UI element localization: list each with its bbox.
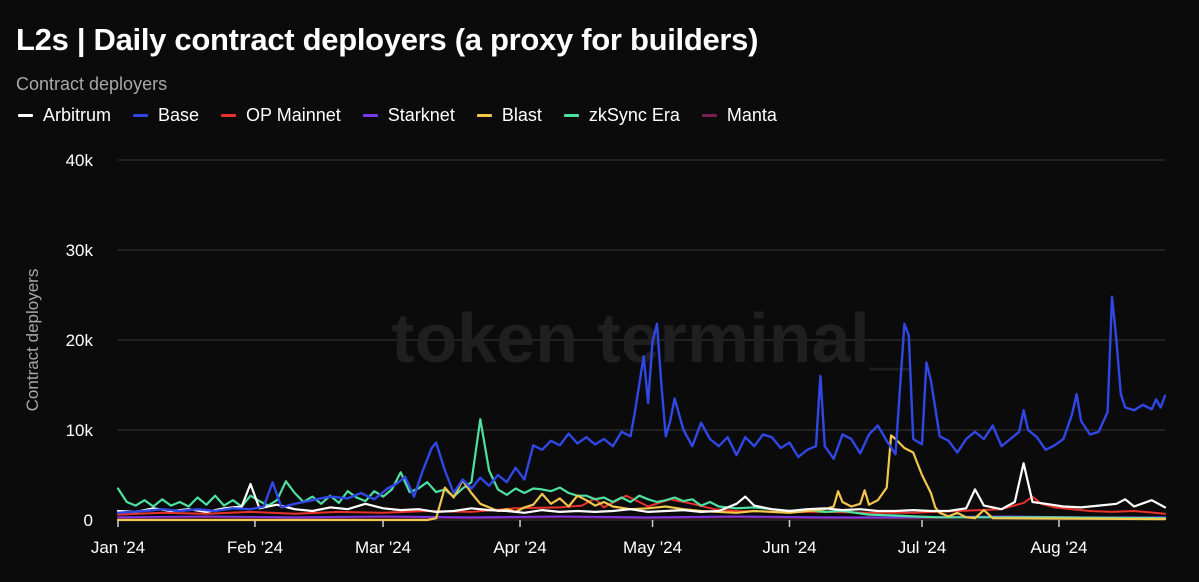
legend-label: zkSync Era: [588, 105, 680, 125]
y-axis-ticks: 0 10k 20k 30k 40k: [66, 151, 94, 530]
legend-label: Arbitrum: [43, 105, 112, 125]
series-line-arbitrum: [116, 462, 1167, 514]
legend-swatch: [701, 114, 717, 117]
legend-label: Blast: [501, 105, 542, 125]
x-tick-label: Apr '24: [493, 538, 546, 557]
y-tick-label: 10k: [66, 421, 94, 440]
y-tick-label: 20k: [66, 331, 94, 350]
chart-title: L2s | Daily contract deployers (a proxy …: [16, 22, 759, 57]
legend-item-op-mainnet[interactable]: OP Mainnet: [221, 105, 341, 126]
chart-subtitle: Contract deployers: [16, 74, 168, 94]
legend-label: Manta: [726, 105, 777, 125]
y-tick-label: 30k: [66, 241, 94, 260]
y-tick-label: 0: [84, 511, 93, 530]
y-tick-label: 40k: [66, 151, 94, 170]
legend-swatch: [18, 114, 33, 117]
x-tick-label: May '24: [623, 538, 682, 557]
x-tick-label: Jun '24: [762, 538, 816, 557]
x-tick-label: Jul '24: [898, 538, 947, 557]
legend-item-arbitrum[interactable]: Arbitrum: [18, 105, 111, 126]
legend-item-blast[interactable]: Blast: [476, 105, 542, 126]
legend-swatch: [476, 114, 492, 117]
legend: Arbitrum Base OP Mainnet Starknet Blast zkSyn…: [18, 105, 777, 126]
legend-swatch: [133, 114, 149, 117]
legend-label: Starknet: [387, 105, 455, 125]
x-tick-label: Jan '24: [91, 538, 145, 557]
legend-swatch: [362, 114, 378, 117]
series-line-base: [116, 295, 1167, 514]
x-axis-ticks: Jan '24 Feb '24 Mar '24 Apr '24 May '24 Jun '…: [91, 520, 1088, 557]
x-tick-label: Feb '24: [227, 538, 283, 557]
legend-label: OP Mainnet: [246, 105, 341, 125]
legend-swatch: [563, 114, 579, 117]
legend-item-manta[interactable]: Manta: [701, 105, 777, 126]
legend-item-starknet[interactable]: Starknet: [362, 105, 455, 126]
x-tick-label: Aug '24: [1030, 538, 1087, 557]
legend-swatch: [221, 114, 237, 117]
series-line-zksync-era: [116, 418, 1167, 520]
legend-label: Base: [158, 105, 200, 125]
legend-item-zksync-era[interactable]: zkSync Era: [563, 105, 680, 126]
legend-item-base[interactable]: Base: [133, 105, 199, 126]
x-tick-label: Mar '24: [355, 538, 411, 557]
y-axis-label: Contract deployers: [23, 269, 42, 412]
series-lines: [116, 295, 1167, 522]
